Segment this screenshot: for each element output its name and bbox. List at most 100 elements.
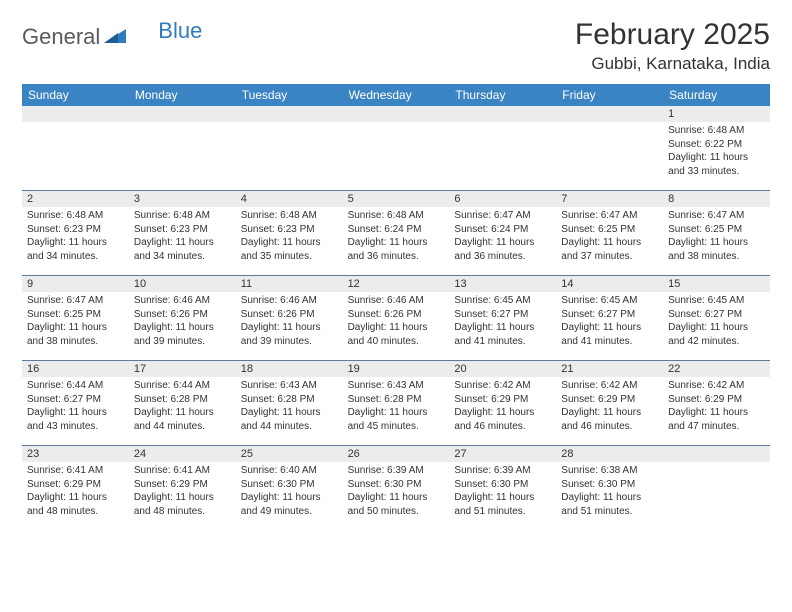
daylight-line: Daylight: 11 hours and 39 minutes.: [134, 321, 231, 348]
day-number: [343, 106, 450, 122]
day-details: [663, 462, 770, 468]
sunset-line: Sunset: 6:25 PM: [668, 223, 765, 237]
daylight-line: Daylight: 11 hours and 33 minutes.: [668, 151, 765, 178]
day-cell: 21Sunrise: 6:42 AMSunset: 6:29 PMDayligh…: [556, 361, 663, 445]
sunset-line: Sunset: 6:27 PM: [668, 308, 765, 322]
day-cell: 19Sunrise: 6:43 AMSunset: 6:28 PMDayligh…: [343, 361, 450, 445]
day-number: 10: [129, 276, 236, 292]
day-details: Sunrise: 6:46 AMSunset: 6:26 PMDaylight:…: [236, 292, 343, 352]
sunset-line: Sunset: 6:30 PM: [348, 478, 445, 492]
sunrise-line: Sunrise: 6:39 AM: [348, 464, 445, 478]
sunset-line: Sunset: 6:29 PM: [668, 393, 765, 407]
daylight-line: Daylight: 11 hours and 39 minutes.: [241, 321, 338, 348]
day-details: Sunrise: 6:42 AMSunset: 6:29 PMDaylight:…: [449, 377, 556, 437]
day-cell-empty: [22, 106, 129, 190]
day-cell-empty: [343, 106, 450, 190]
sunset-line: Sunset: 6:26 PM: [134, 308, 231, 322]
daylight-line: Daylight: 11 hours and 41 minutes.: [454, 321, 551, 348]
day-details: Sunrise: 6:48 AMSunset: 6:23 PMDaylight:…: [129, 207, 236, 267]
daylight-line: Daylight: 11 hours and 50 minutes.: [348, 491, 445, 518]
day-number: 15: [663, 276, 770, 292]
logo-text-general: General: [22, 24, 100, 50]
day-cell: 3Sunrise: 6:48 AMSunset: 6:23 PMDaylight…: [129, 191, 236, 275]
day-cell: 25Sunrise: 6:40 AMSunset: 6:30 PMDayligh…: [236, 446, 343, 530]
sunrise-line: Sunrise: 6:38 AM: [561, 464, 658, 478]
sunset-line: Sunset: 6:27 PM: [27, 393, 124, 407]
logo-triangle-icon: [104, 27, 126, 48]
day-cell-empty: [236, 106, 343, 190]
day-cell: 12Sunrise: 6:46 AMSunset: 6:26 PMDayligh…: [343, 276, 450, 360]
month-title: February 2025: [575, 18, 770, 52]
daylight-line: Daylight: 11 hours and 35 minutes.: [241, 236, 338, 263]
day-cell: 6Sunrise: 6:47 AMSunset: 6:24 PMDaylight…: [449, 191, 556, 275]
daylight-line: Daylight: 11 hours and 44 minutes.: [134, 406, 231, 433]
day-number: 5: [343, 191, 450, 207]
day-details: Sunrise: 6:45 AMSunset: 6:27 PMDaylight:…: [556, 292, 663, 352]
calendar-page: General Blue February 2025 Gubbi, Karnat…: [0, 0, 792, 548]
sunrise-line: Sunrise: 6:41 AM: [27, 464, 124, 478]
daylight-line: Daylight: 11 hours and 36 minutes.: [348, 236, 445, 263]
day-number: [556, 106, 663, 122]
daylight-line: Daylight: 11 hours and 49 minutes.: [241, 491, 338, 518]
daylight-line: Daylight: 11 hours and 42 minutes.: [668, 321, 765, 348]
day-number: 1: [663, 106, 770, 122]
sunrise-line: Sunrise: 6:48 AM: [134, 209, 231, 223]
day-number: 13: [449, 276, 556, 292]
sunrise-line: Sunrise: 6:39 AM: [454, 464, 551, 478]
day-number: 3: [129, 191, 236, 207]
day-number: [663, 446, 770, 462]
day-number: 24: [129, 446, 236, 462]
daylight-line: Daylight: 11 hours and 37 minutes.: [561, 236, 658, 263]
sunset-line: Sunset: 6:26 PM: [348, 308, 445, 322]
daylight-line: Daylight: 11 hours and 48 minutes.: [27, 491, 124, 518]
day-cell: 10Sunrise: 6:46 AMSunset: 6:26 PMDayligh…: [129, 276, 236, 360]
day-details: Sunrise: 6:46 AMSunset: 6:26 PMDaylight:…: [129, 292, 236, 352]
sunset-line: Sunset: 6:29 PM: [454, 393, 551, 407]
day-number: 6: [449, 191, 556, 207]
sunrise-line: Sunrise: 6:44 AM: [27, 379, 124, 393]
day-number: 27: [449, 446, 556, 462]
sunset-line: Sunset: 6:23 PM: [134, 223, 231, 237]
day-cell: 28Sunrise: 6:38 AMSunset: 6:30 PMDayligh…: [556, 446, 663, 530]
location: Gubbi, Karnataka, India: [575, 54, 770, 74]
day-details: Sunrise: 6:48 AMSunset: 6:23 PMDaylight:…: [22, 207, 129, 267]
day-cell-empty: [556, 106, 663, 190]
day-details: Sunrise: 6:42 AMSunset: 6:29 PMDaylight:…: [663, 377, 770, 437]
sunrise-line: Sunrise: 6:42 AM: [561, 379, 658, 393]
day-details: Sunrise: 6:48 AMSunset: 6:22 PMDaylight:…: [663, 122, 770, 182]
weeks-container: 1Sunrise: 6:48 AMSunset: 6:22 PMDaylight…: [22, 106, 770, 530]
sunrise-line: Sunrise: 6:47 AM: [27, 294, 124, 308]
day-details: [22, 122, 129, 128]
weekday-wednesday: Wednesday: [343, 84, 450, 106]
day-number: 28: [556, 446, 663, 462]
day-details: Sunrise: 6:48 AMSunset: 6:23 PMDaylight:…: [236, 207, 343, 267]
sunset-line: Sunset: 6:28 PM: [241, 393, 338, 407]
sunrise-line: Sunrise: 6:46 AM: [241, 294, 338, 308]
day-cell: 9Sunrise: 6:47 AMSunset: 6:25 PMDaylight…: [22, 276, 129, 360]
day-cell: 4Sunrise: 6:48 AMSunset: 6:23 PMDaylight…: [236, 191, 343, 275]
day-details: Sunrise: 6:38 AMSunset: 6:30 PMDaylight:…: [556, 462, 663, 522]
sunset-line: Sunset: 6:23 PM: [241, 223, 338, 237]
day-cell: 17Sunrise: 6:44 AMSunset: 6:28 PMDayligh…: [129, 361, 236, 445]
day-cell-empty: [449, 106, 556, 190]
day-cell: 27Sunrise: 6:39 AMSunset: 6:30 PMDayligh…: [449, 446, 556, 530]
calendar-grid: SundayMondayTuesdayWednesdayThursdayFrid…: [22, 84, 770, 530]
week-row: 16Sunrise: 6:44 AMSunset: 6:27 PMDayligh…: [22, 360, 770, 445]
daylight-line: Daylight: 11 hours and 43 minutes.: [27, 406, 124, 433]
day-cell: 1Sunrise: 6:48 AMSunset: 6:22 PMDaylight…: [663, 106, 770, 190]
day-details: Sunrise: 6:47 AMSunset: 6:25 PMDaylight:…: [663, 207, 770, 267]
day-number: [236, 106, 343, 122]
week-row: 1Sunrise: 6:48 AMSunset: 6:22 PMDaylight…: [22, 106, 770, 190]
day-details: Sunrise: 6:44 AMSunset: 6:28 PMDaylight:…: [129, 377, 236, 437]
day-number: 4: [236, 191, 343, 207]
day-number: 9: [22, 276, 129, 292]
title-block: February 2025 Gubbi, Karnataka, India: [575, 18, 770, 74]
day-number: 23: [22, 446, 129, 462]
day-number: 22: [663, 361, 770, 377]
day-cell: 7Sunrise: 6:47 AMSunset: 6:25 PMDaylight…: [556, 191, 663, 275]
sunset-line: Sunset: 6:26 PM: [241, 308, 338, 322]
day-cell-empty: [663, 446, 770, 530]
week-row: 23Sunrise: 6:41 AMSunset: 6:29 PMDayligh…: [22, 445, 770, 530]
sunset-line: Sunset: 6:23 PM: [27, 223, 124, 237]
sunrise-line: Sunrise: 6:45 AM: [668, 294, 765, 308]
